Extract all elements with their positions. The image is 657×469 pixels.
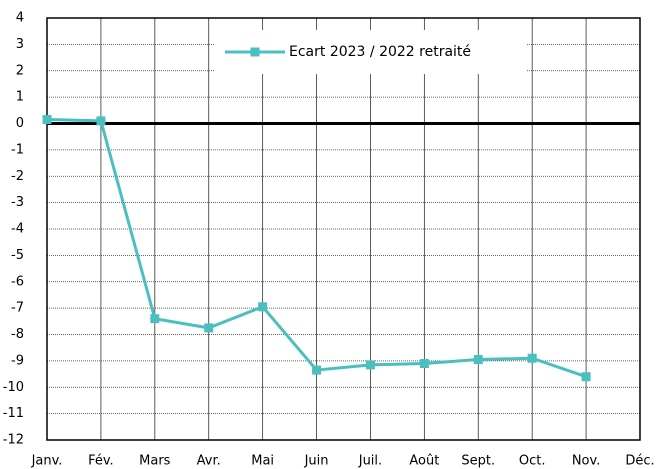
point (258, 302, 268, 312)
y-tick-label: -12 (3, 433, 24, 448)
x-tick-label: Sept. (461, 454, 495, 469)
y-tick-label: -5 (11, 248, 24, 263)
legend-marker (250, 47, 260, 57)
x-tick-label: Août (409, 454, 439, 469)
x-tick-label: Mars (139, 454, 171, 469)
x-tick-label: Avr. (197, 454, 221, 469)
y-tick-label: 4 (16, 11, 24, 26)
point (527, 353, 537, 363)
plot-frame (46, 17, 641, 441)
x-tick-label: Mai (251, 454, 274, 469)
x-tick-label: Juin (304, 454, 329, 469)
y-tick-label: -9 (11, 353, 24, 368)
point (150, 314, 160, 324)
point (96, 116, 106, 126)
y-tick-label: 1 (16, 90, 24, 105)
x-tick-label: Janv. (31, 454, 63, 469)
y-tick-label: -1 (11, 142, 24, 157)
y-tick-label: -3 (11, 195, 24, 210)
x-tick-label: Oct. (519, 454, 546, 469)
x-tick-label: Juil. (358, 454, 382, 469)
x-tick-label: Déc. (625, 454, 654, 469)
x-tick-label: Nov. (572, 454, 601, 469)
point (473, 355, 483, 365)
point (581, 372, 591, 382)
y-tick-label: 3 (16, 37, 24, 52)
y-tick-label: -6 (11, 274, 24, 289)
point (419, 359, 429, 369)
y-tick-label: 0 (16, 116, 24, 131)
x-tick-label: Fév. (88, 454, 114, 469)
y-tick-label: -7 (11, 301, 24, 316)
y-tick-label: -2 (11, 169, 24, 184)
y-tick-label: -8 (11, 327, 24, 342)
point (42, 115, 52, 125)
y-tick-label: -11 (3, 406, 24, 421)
y-tick-label: -4 (11, 222, 24, 237)
point (204, 323, 214, 333)
point (365, 360, 375, 370)
y-tick-label: 2 (16, 63, 24, 78)
point (312, 365, 322, 375)
y-tick-label: -10 (3, 380, 24, 395)
legend-label: Ecart 2023 / 2022 retraité (289, 44, 471, 60)
